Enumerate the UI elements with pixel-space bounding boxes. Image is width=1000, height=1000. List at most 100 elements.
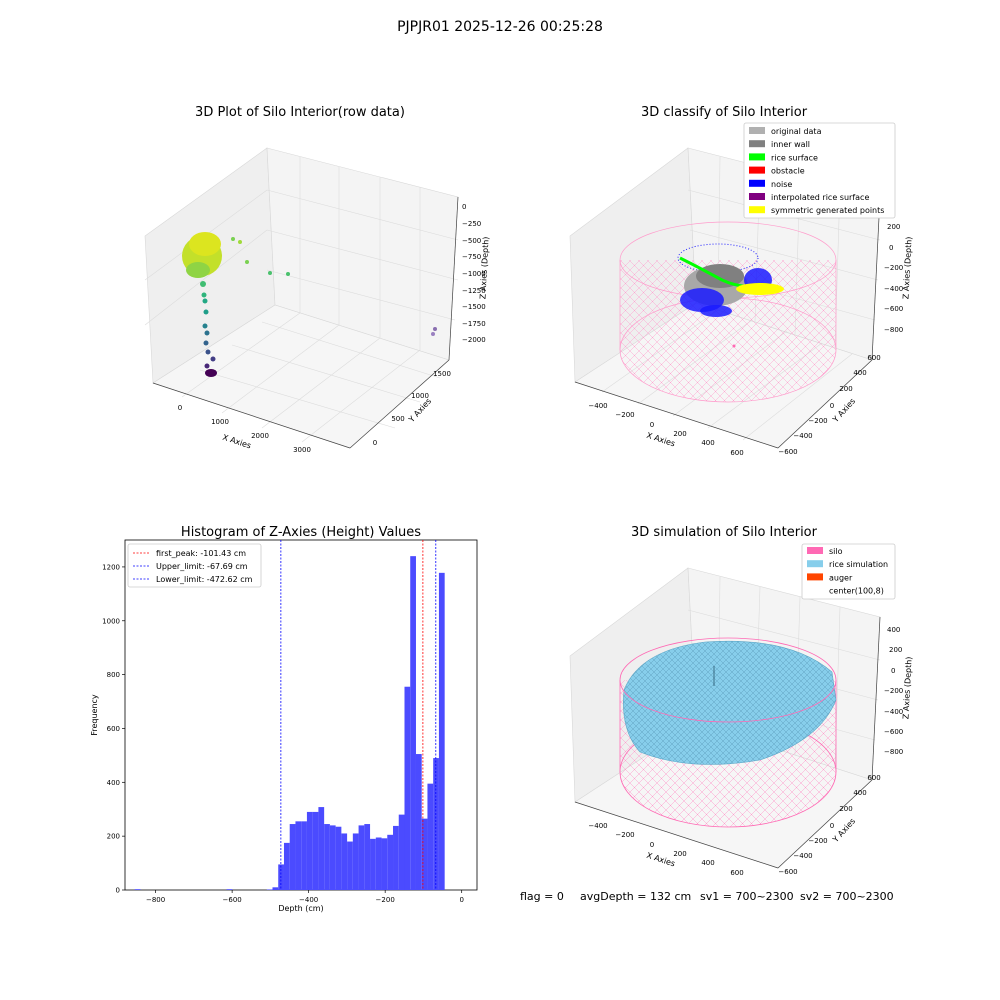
histogram-ytick-label: 800 (107, 671, 120, 679)
simulation-ztick: −200 (884, 687, 903, 695)
histogram-bar (398, 814, 405, 890)
simulation-y-axis (777, 779, 873, 869)
figure-title: PJPJR01 2025-12-26 00:25:28 (397, 19, 603, 35)
simulation-xtick: −400 (588, 822, 607, 830)
raw-ztick: −1500 (462, 303, 486, 311)
histogram-legend-label: Lower_limit: -472.62 cm (156, 575, 253, 584)
simulation-z-axis (871, 616, 881, 781)
status-line: flag = 0 avgDepth = 132 cm sv1 = 700~230… (520, 890, 894, 903)
raw-ztick: −250 (462, 220, 481, 228)
histogram-bar (375, 837, 382, 890)
classify-z-axis (871, 196, 881, 361)
histogram-bar (306, 811, 313, 890)
classify-ytick: 600 (867, 354, 880, 362)
histogram-xtick-label: −200 (376, 896, 395, 904)
panel-raw-3d: 3D Plot of Silo Interior(row data) 0 100… (144, 105, 491, 454)
classify-ytick: 0 (830, 402, 834, 410)
histogram-legend-frame (127, 543, 262, 588)
raw-point (231, 237, 235, 241)
classify-legend-swatch (749, 193, 765, 200)
simulation-ztick: −400 (884, 708, 903, 716)
classify-point (732, 344, 736, 348)
simulation-ztick: −800 (884, 748, 903, 756)
classify-legend-label: inner wall (771, 140, 810, 149)
raw-point (202, 323, 208, 329)
panel-raw-title: 3D Plot of Silo Interior(row data) (195, 105, 405, 120)
status-flag: flag = 0 (520, 890, 564, 903)
simulation-ytick: 0 (830, 822, 834, 830)
raw-point (238, 240, 242, 244)
histogram-bar (289, 824, 296, 890)
simulation-ytick: −400 (793, 852, 812, 860)
classify-ztick: −400 (884, 285, 903, 293)
classify-legend-label: obstacle (771, 167, 805, 176)
histogram-bar (341, 833, 348, 890)
histogram-bar (427, 783, 434, 890)
histogram-ytick-label: 600 (107, 725, 120, 733)
raw-point (286, 272, 290, 276)
histogram-legend: first_peak: -101.43 cm Upper_limit: -67.6… (127, 543, 262, 588)
classify-y-axis (777, 359, 873, 449)
classify-silo-wall (620, 260, 836, 402)
simulation-legend: silo rice simulation auger center(100,8) (801, 543, 896, 600)
simulation-rice-surface (623, 640, 837, 765)
raw-point-cloud (182, 232, 437, 377)
simulation-ytick: 200 (839, 805, 852, 813)
raw-ztick: −2000 (462, 336, 486, 344)
simulation-ztick: 400 (887, 626, 900, 634)
histogram-xtick-label: −600 (223, 896, 242, 904)
classify-xtick: −400 (588, 402, 607, 410)
histogram-bar (301, 821, 307, 890)
histogram-bar (272, 887, 279, 890)
simulation-ytick: −200 (808, 837, 827, 845)
raw-point (433, 327, 437, 331)
classify-legend-label: rice surface (771, 153, 818, 162)
classify-legend: original data inner wall rice surface obsta… (743, 122, 896, 219)
raw-ytick: 1000 (411, 392, 429, 400)
classify-point-clouds (677, 243, 784, 348)
raw-z-axis (448, 196, 459, 361)
histogram-bar (283, 842, 290, 890)
histogram-bar (370, 838, 376, 890)
histogram-ytick-label: 400 (107, 779, 120, 787)
classify-ytick: 200 (839, 385, 852, 393)
classify-xtick: 400 (701, 439, 714, 447)
simulation-legend-swatch (807, 573, 823, 581)
histogram-ytick-label: 1200 (102, 563, 120, 571)
histogram-bar (324, 824, 330, 890)
status-sv2: sv2 = 700~2300 (800, 890, 894, 903)
classify-ztick: −800 (884, 326, 903, 334)
classify-ztick: −600 (884, 305, 903, 313)
simulation-ytick: 400 (853, 789, 866, 797)
histogram-bar (404, 686, 411, 890)
classify-ztick: 200 (887, 223, 900, 231)
raw-ztick: −1250 (462, 287, 486, 295)
histogram-bar (347, 841, 353, 890)
histogram-xtick-label: −400 (299, 896, 318, 904)
histogram-legend-label: first_peak: -101.43 cm (156, 549, 246, 558)
histogram-bar (421, 818, 428, 890)
classify-legend-swatch (749, 153, 765, 161)
classify-ytick: −400 (793, 432, 812, 440)
histogram-x-ticks: −800 −600 −400 −200 0 (146, 890, 464, 904)
histogram-ytick-label: 1000 (102, 617, 120, 625)
simulation-title: 3D simulation of Silo Interior (631, 525, 818, 540)
raw-ztick: −1000 (462, 270, 486, 278)
raw-ztick: −500 (462, 237, 481, 245)
histogram-bar (410, 556, 416, 890)
raw-ytick: 500 (391, 415, 404, 423)
simulation-legend-frame (801, 543, 896, 600)
raw-point (268, 271, 272, 275)
histogram-xlabel: Depth (cm) (278, 904, 323, 913)
raw-ztick: −1750 (462, 320, 486, 328)
histogram-xtick-label: 0 (459, 896, 463, 904)
classify-legend-label: interpolated rice surface (771, 193, 869, 202)
histogram-bar (295, 821, 302, 890)
simulation-legend-label: center(100,8) (829, 587, 884, 596)
classify-legend-swatch (749, 166, 765, 174)
classify-symmetric-points (736, 283, 784, 295)
simulation-legend-label: silo (829, 547, 843, 556)
classify-legend-frame (743, 122, 896, 219)
simulation-xtick: −200 (615, 831, 634, 839)
